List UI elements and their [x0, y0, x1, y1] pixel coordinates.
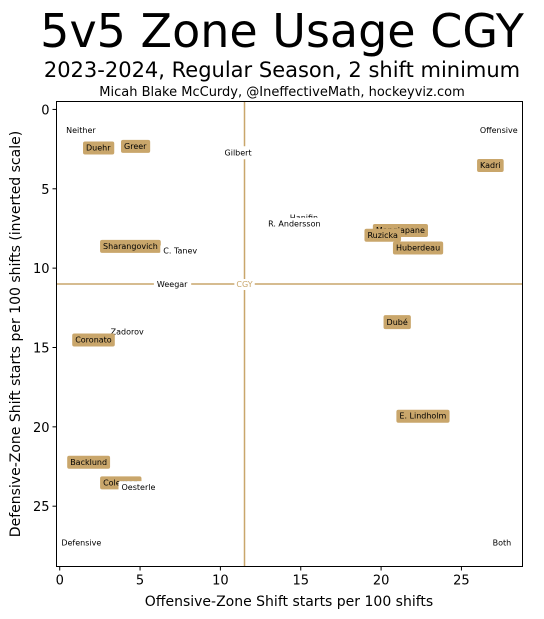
- player-label-bg: [396, 409, 450, 423]
- player-label-bg: [160, 244, 201, 258]
- x-tick-label: 5: [136, 574, 144, 589]
- player-point: C. Tanev: [160, 244, 201, 258]
- y-tick-label: 5: [41, 183, 49, 198]
- player-label-bg: [107, 325, 148, 339]
- corner-label: Offensive: [480, 126, 518, 135]
- player-label-bg: [83, 141, 115, 155]
- player-label: Greer: [124, 142, 147, 151]
- corner-label: Neither: [66, 126, 96, 135]
- player-label: Dubé: [387, 317, 408, 327]
- x-tick-label: 25: [453, 574, 470, 589]
- x-tick-label: 15: [292, 574, 309, 589]
- player-label: E. Lindholm: [399, 412, 446, 421]
- player-point: Oesterle: [118, 481, 159, 495]
- y-tick-label: 10: [33, 262, 50, 277]
- player-label-bg: [265, 217, 324, 231]
- player-point: E. Lindholm: [396, 409, 450, 423]
- chart-credit: Micah Blake McCurdy, @IneffectiveMath, h…: [99, 85, 465, 100]
- player-point: Huberdeau: [392, 241, 444, 255]
- player-point: Backlund: [67, 455, 111, 469]
- x-tick-label: 20: [373, 574, 390, 589]
- player-label-bg: [383, 315, 411, 330]
- chart-subtitle: 2023-2024, Regular Season, 2 shift minim…: [43, 58, 521, 82]
- player-label-bg: [72, 333, 115, 347]
- x-tick-label: 10: [212, 574, 229, 589]
- player-label: C. Tanev: [163, 247, 197, 256]
- player-point: Kadri: [477, 158, 504, 172]
- player-label-bg: [100, 239, 161, 253]
- player-point: Sharangovich: [100, 239, 161, 253]
- chart-title: 5v5 Zone Usage CGY: [40, 4, 524, 58]
- player-label-bg: [364, 228, 402, 242]
- player-point: Weegar: [153, 278, 192, 292]
- player-label: R. Andersson: [268, 220, 321, 229]
- player-point: R. Andersson: [265, 217, 324, 231]
- player-label: Sharangovich: [103, 242, 158, 251]
- player-point: Duehr: [83, 141, 115, 155]
- y-tick-label: 15: [33, 341, 50, 356]
- player-point: Greer: [121, 139, 151, 153]
- player-point: Ruzicka: [364, 228, 402, 242]
- player-label-bg: [118, 481, 159, 495]
- player-label: Kadri: [480, 161, 501, 170]
- player-label: Zadorov: [111, 328, 144, 337]
- player-point: Zadorov: [107, 325, 148, 339]
- team-average-label-bg: [234, 279, 255, 291]
- player-label: Weegar: [157, 280, 188, 289]
- player-label-bg: [221, 146, 255, 160]
- y-tick-label: 0: [41, 103, 49, 118]
- x-tick-label: 0: [56, 574, 64, 589]
- player-point: Dubé: [383, 315, 411, 330]
- player-point: Coronato: [72, 333, 115, 347]
- player-label-bg: [477, 158, 504, 172]
- player-label: Gilbert: [225, 148, 252, 157]
- player-point: Gilbert: [221, 146, 255, 160]
- player-label-bg: [392, 241, 444, 255]
- corner-label: Both: [493, 539, 512, 548]
- player-label-bg: [67, 455, 111, 469]
- player-label: Duehr: [86, 144, 111, 153]
- player-label: Backlund: [70, 458, 107, 467]
- player-label: Ruzicka: [367, 231, 398, 240]
- player-label: Coronato: [75, 336, 112, 345]
- player-label-bg: [153, 278, 192, 292]
- plot-frame: [56, 101, 523, 567]
- player-label: Oesterle: [122, 483, 156, 492]
- y-tick-label: 20: [33, 421, 50, 436]
- y-tick-label: 25: [33, 500, 50, 515]
- player-label: Huberdeau: [396, 244, 440, 253]
- y-axis-label: Defensive-Zone Shift starts per 100 shif…: [8, 131, 24, 537]
- corner-label: Defensive: [61, 539, 101, 548]
- x-axis-label: Offensive-Zone Shift starts per 100 shif…: [145, 594, 433, 610]
- team-average-label: CGY: [236, 280, 252, 289]
- player-label-bg: [121, 139, 151, 153]
